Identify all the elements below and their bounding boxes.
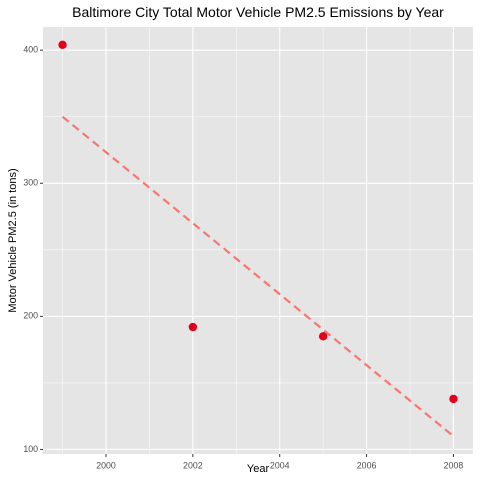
x-tick-label: 2006 bbox=[357, 460, 377, 470]
trend-layer bbox=[61, 115, 455, 438]
y-tick-label: 200 bbox=[23, 311, 38, 321]
x-tick-label: 2004 bbox=[270, 460, 290, 470]
data-point bbox=[449, 394, 458, 404]
data-point bbox=[188, 322, 198, 332]
data-point bbox=[318, 332, 328, 341]
chart-title: Baltimore City Total Motor Vehicle PM2.5… bbox=[72, 4, 444, 20]
x-tick-label: 2008 bbox=[444, 460, 464, 470]
points-layer bbox=[58, 40, 458, 404]
y-axis-ticks: 100 200 300 400 bbox=[23, 44, 43, 454]
x-axis-ticks: 2000 2002 2004 2006 2008 bbox=[96, 454, 463, 470]
minor-gridlines bbox=[43, 27, 473, 454]
x-tick-label: 2000 bbox=[96, 460, 116, 470]
y-tick-label: 300 bbox=[23, 178, 38, 188]
y-tick-label: 400 bbox=[23, 44, 38, 54]
plot-panel bbox=[43, 27, 473, 454]
x-tick-label: 2002 bbox=[183, 460, 203, 470]
major-gridlines bbox=[43, 27, 473, 454]
trend-line bbox=[61, 115, 455, 438]
data-point bbox=[58, 40, 67, 50]
y-axis-title: Motor Vehicle PM2.5 (in tons) bbox=[7, 168, 19, 312]
y-tick-label: 100 bbox=[23, 444, 38, 454]
x-axis-title: Year bbox=[247, 463, 270, 475]
